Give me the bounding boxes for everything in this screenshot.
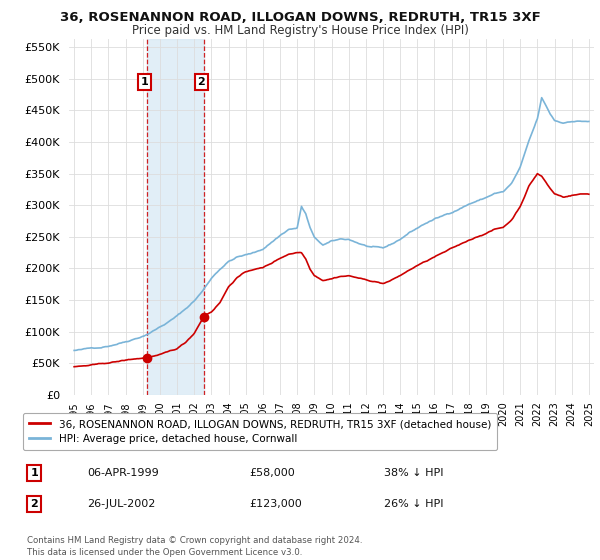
Text: 26-JUL-2002: 26-JUL-2002 — [87, 499, 155, 509]
Text: £123,000: £123,000 — [249, 499, 302, 509]
Text: 1: 1 — [31, 468, 38, 478]
Text: 36, ROSENANNON ROAD, ILLOGAN DOWNS, REDRUTH, TR15 3XF: 36, ROSENANNON ROAD, ILLOGAN DOWNS, REDR… — [59, 11, 541, 24]
Bar — [148, 39, 204, 395]
Text: 2: 2 — [31, 499, 38, 509]
Text: 2: 2 — [197, 77, 205, 87]
Text: 38% ↓ HPI: 38% ↓ HPI — [384, 468, 443, 478]
Text: 26% ↓ HPI: 26% ↓ HPI — [384, 499, 443, 509]
Text: Contains HM Land Registry data © Crown copyright and database right 2024.
This d: Contains HM Land Registry data © Crown c… — [27, 536, 362, 557]
Legend: 36, ROSENANNON ROAD, ILLOGAN DOWNS, REDRUTH, TR15 3XF (detached house), HPI: Ave: 36, ROSENANNON ROAD, ILLOGAN DOWNS, REDR… — [23, 413, 497, 450]
Text: 06-APR-1999: 06-APR-1999 — [87, 468, 159, 478]
Text: Price paid vs. HM Land Registry's House Price Index (HPI): Price paid vs. HM Land Registry's House … — [131, 24, 469, 36]
Text: 1: 1 — [141, 77, 149, 87]
Text: £58,000: £58,000 — [249, 468, 295, 478]
